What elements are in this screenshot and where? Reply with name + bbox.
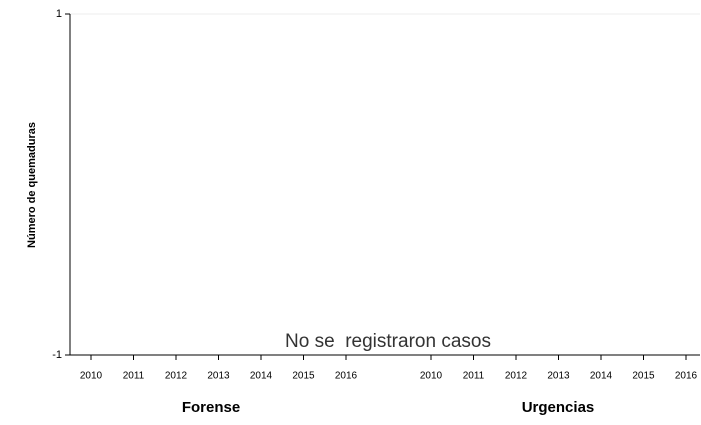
y-tick-label: -1: [52, 349, 62, 361]
x-tick-label: 2012: [505, 371, 528, 382]
x-tick-label: 2011: [123, 371, 145, 382]
x-tick-label: 2015: [632, 371, 655, 382]
panel-title: Forense: [182, 399, 240, 416]
panel-title: Urgencias: [522, 399, 595, 416]
y-tick-label: 1: [56, 8, 62, 20]
x-tick-label: 2015: [292, 371, 315, 382]
x-tick-label: 2011: [463, 371, 485, 382]
x-tick-label: 2012: [165, 371, 188, 382]
x-tick-label: 2014: [590, 371, 613, 382]
x-tick-label: 2016: [335, 371, 358, 382]
x-tick-label: 2010: [80, 371, 103, 382]
x-tick-label: 2014: [250, 371, 273, 382]
annotation: No se registraron casos: [285, 331, 491, 352]
y-axis-label: Número de quemaduras: [26, 122, 38, 248]
x-tick-label: 2013: [207, 371, 230, 382]
x-tick-label: 2016: [675, 371, 698, 382]
x-tick-label: 2013: [547, 371, 570, 382]
x-tick-label: 2010: [420, 371, 443, 382]
